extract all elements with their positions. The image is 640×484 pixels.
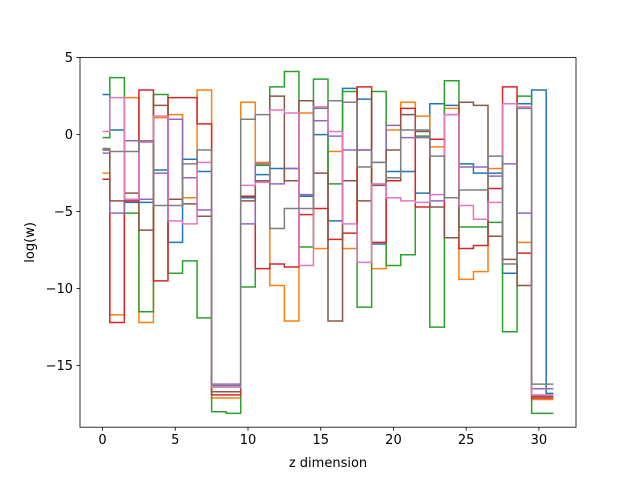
series-line-8 [102, 99, 554, 387]
y-tick-label: −15 [46, 359, 73, 374]
x-tick-label: 25 [458, 433, 475, 448]
y-tick-label: 0 [65, 128, 73, 143]
series-line-7 [102, 96, 554, 396]
series-line-3 [102, 70, 554, 415]
x-tick-label: 0 [98, 433, 106, 448]
y-axis-label: log(w) [23, 222, 38, 263]
series-layer [102, 70, 554, 415]
x-tick-label: 5 [171, 433, 179, 448]
y-tick-label: −10 [46, 282, 73, 297]
y-tick-label: 5 [65, 51, 73, 66]
x-tick-label: 15 [312, 433, 329, 448]
series-line-6 [102, 95, 554, 398]
x-tick-label: 20 [385, 433, 402, 448]
x-tick-label: 30 [531, 433, 548, 448]
y-tick-label: −5 [54, 205, 73, 220]
axis-layer: 0 5 10 15 20 25 30 5 0 −5 −10 −15 [46, 51, 548, 448]
x-tick-label: 10 [240, 433, 257, 448]
x-axis-label: z dimension [289, 456, 367, 471]
plot-frame [79, 57, 577, 428]
